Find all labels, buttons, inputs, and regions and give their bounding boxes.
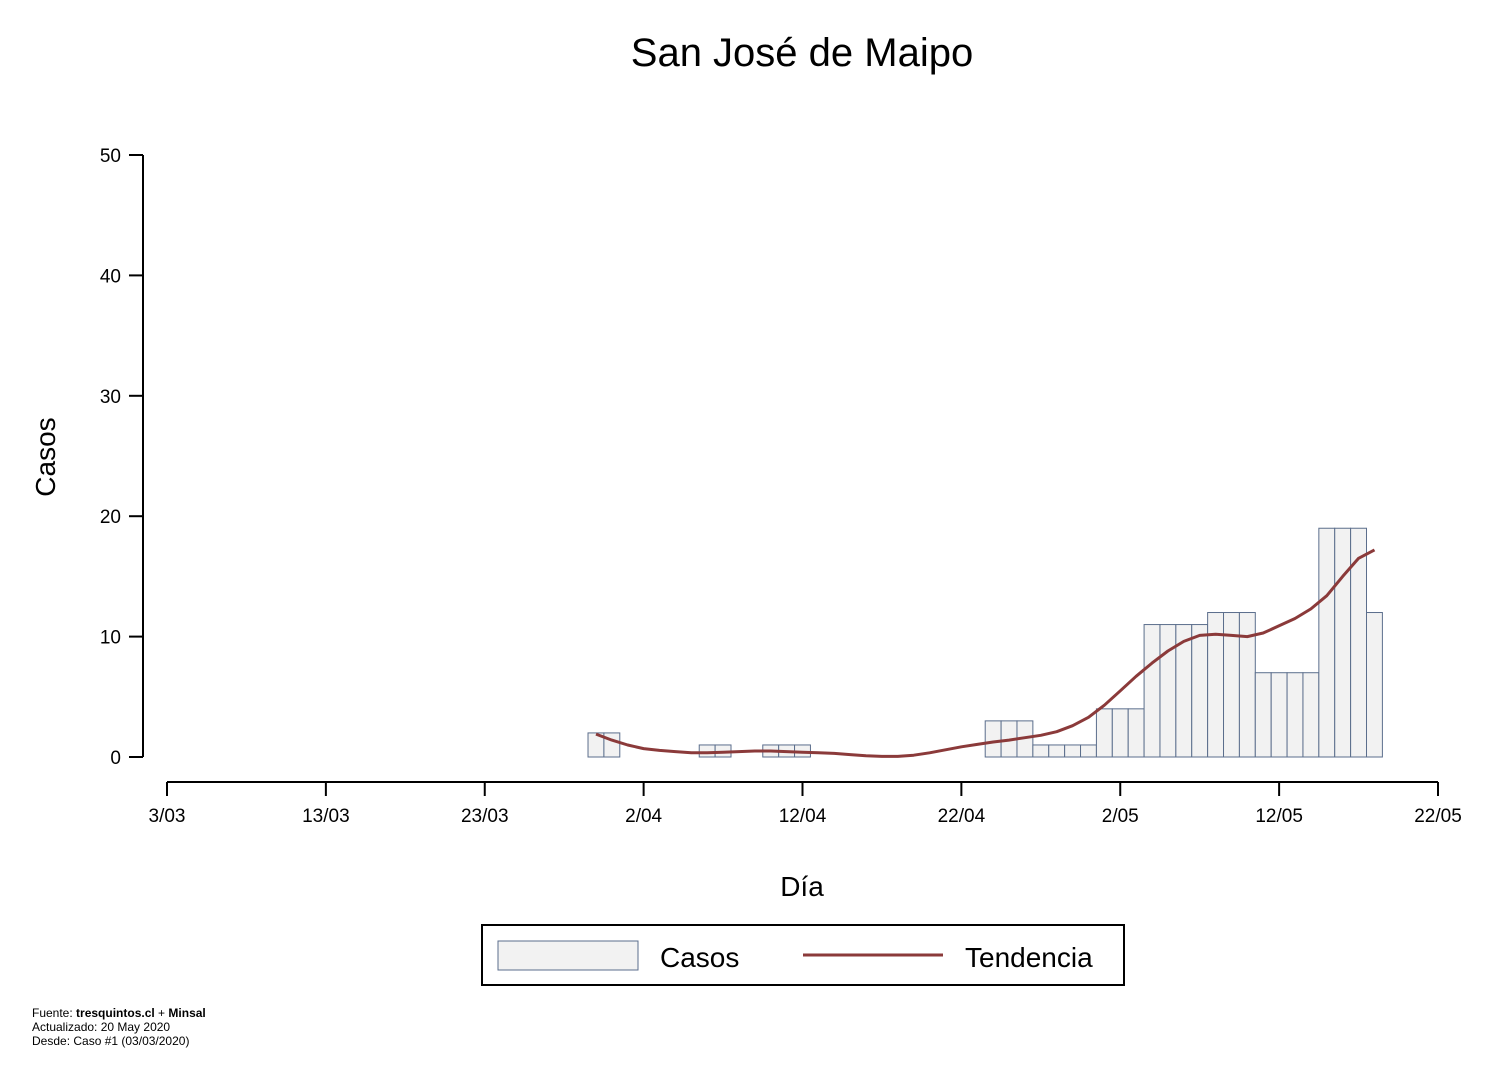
bar [698, 744, 716, 758]
bar [1095, 708, 1113, 758]
legend-label-tendencia: Tendencia [965, 942, 1093, 973]
x-tick-label: 2/04 [625, 806, 662, 827]
legend-swatch-casos [497, 940, 639, 971]
x-tick-label: 23/03 [461, 806, 509, 827]
trend-layer [595, 548, 1376, 758]
bar [1064, 744, 1082, 758]
bar [1318, 527, 1336, 758]
x-axis-label: Día [780, 871, 824, 902]
bar [1302, 672, 1320, 758]
bar [1270, 672, 1288, 758]
y-tick-label: 50 [100, 146, 121, 167]
y-tick-label: 20 [100, 507, 121, 528]
footer-source: Fuente: tresquintos.cl + Minsal [32, 1006, 206, 1020]
trend-line [595, 548, 1376, 758]
bar [1366, 612, 1383, 758]
footer: Fuente: tresquintos.cl + Minsal Actualiz… [32, 1006, 206, 1048]
bar [1286, 672, 1304, 758]
bar [1080, 744, 1097, 758]
x-tick-label: 13/03 [302, 806, 350, 827]
bar [1191, 624, 1209, 758]
y-tick-label: 0 [110, 748, 121, 769]
x-tick-label: 3/03 [149, 806, 186, 827]
y-tick-label: 40 [100, 266, 121, 287]
chart: San José de Maipo 0 10 20 30 40 50 3/03 13/03 2… [30, 31, 1462, 986]
bar [1254, 672, 1272, 758]
bar [1159, 624, 1177, 758]
footer-updated: Actualizado: 20 May 2020 [32, 1020, 171, 1034]
bar [1048, 744, 1066, 758]
bar [984, 720, 1002, 758]
y-tick-label: 30 [100, 387, 121, 408]
x-tick-label: 12/05 [1255, 806, 1303, 827]
x-axis: 3/03 13/03 23/03 2/04 12/04 22/04 2/05 12/05 22/… [149, 781, 1462, 827]
x-tick-label: 12/04 [779, 806, 827, 827]
x-tick-label: 2/05 [1102, 806, 1139, 827]
y-axis-label: Casos [30, 417, 61, 496]
bar [1334, 527, 1352, 758]
bar [1143, 624, 1161, 758]
y-tick-label: 10 [100, 628, 121, 649]
x-tick-label: 22/05 [1414, 806, 1462, 827]
footer-since: Desde: Caso #1 (03/03/2020) [32, 1034, 190, 1048]
chart-title: San José de Maipo [631, 31, 973, 75]
bar [1127, 708, 1145, 758]
bars-layer [587, 527, 1383, 758]
legend: Casos Tendencia [481, 924, 1125, 986]
legend-label-casos: Casos [660, 942, 739, 973]
bar [1111, 708, 1129, 758]
x-tick-label: 22/04 [938, 806, 986, 827]
y-axis: 0 10 20 30 40 50 [100, 146, 144, 769]
bar [1032, 744, 1050, 758]
